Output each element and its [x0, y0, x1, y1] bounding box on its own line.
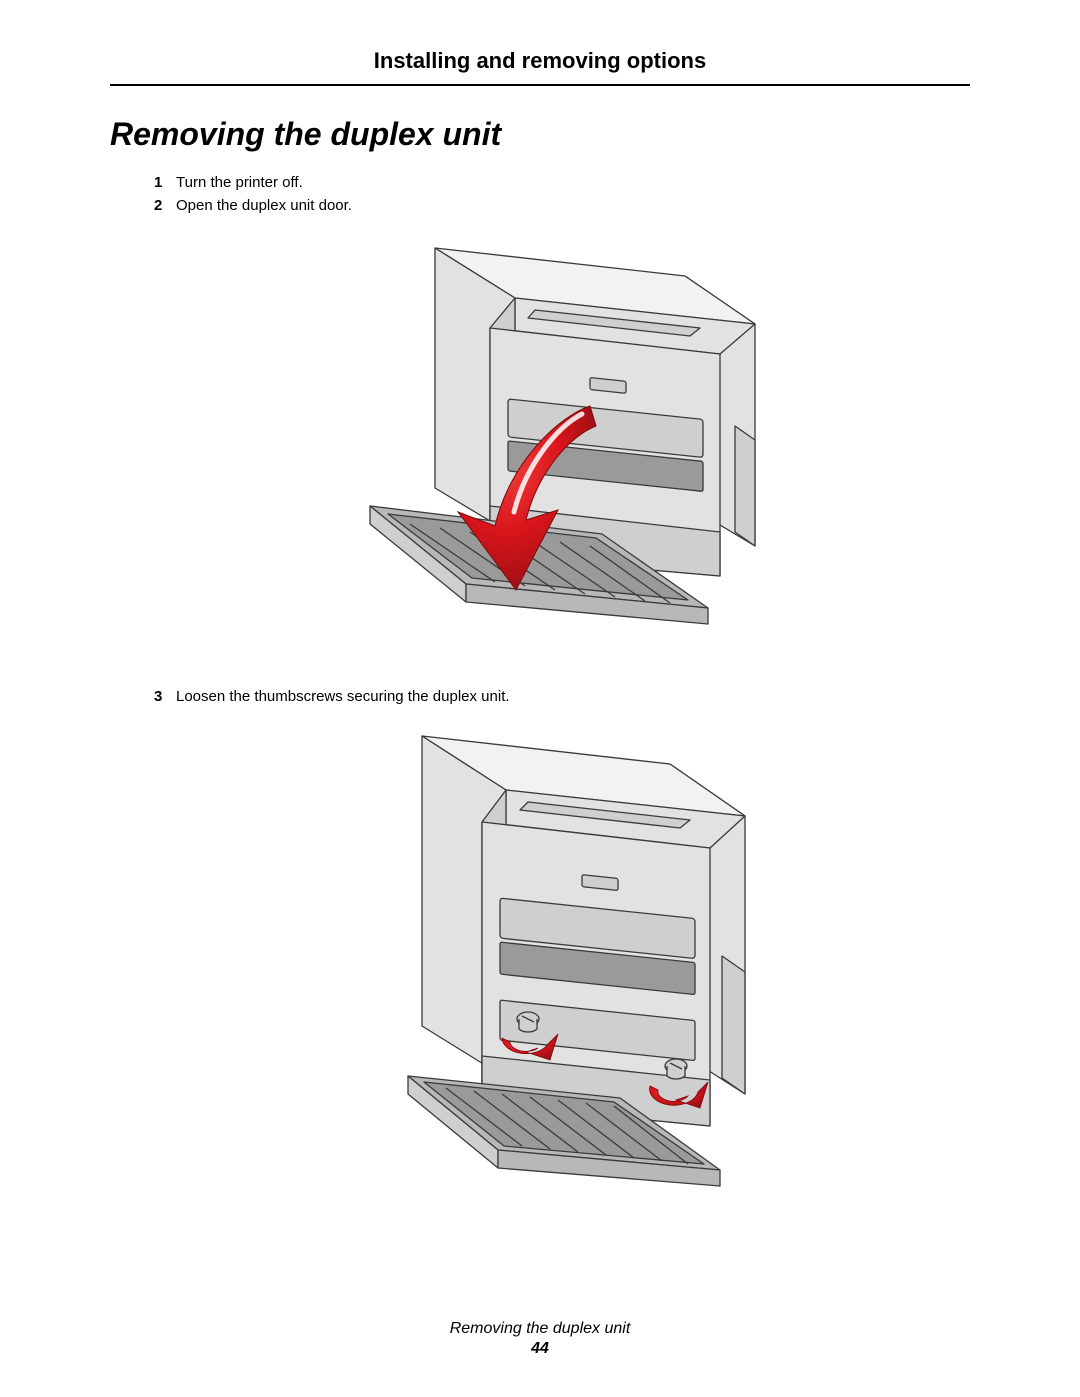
step-list: 1 Turn the printer off. 2 Open the duple… — [154, 171, 970, 218]
figure-thumbscrews — [110, 726, 970, 1231]
step-item: 1 Turn the printer off. — [154, 171, 970, 194]
step-text: Open the duplex unit door. — [176, 194, 352, 217]
step-text: Turn the printer off. — [176, 171, 303, 194]
section-title: Removing the duplex unit — [110, 116, 970, 153]
step-number: 3 — [154, 685, 176, 708]
chapter-header: Installing and removing options — [110, 48, 970, 84]
step-number: 1 — [154, 171, 176, 194]
manual-page: Installing and removing options Removing… — [0, 0, 1080, 1397]
step-number: 2 — [154, 194, 176, 217]
printer-open-door-illustration — [290, 236, 790, 661]
step-text: Loosen the thumbscrews securing the dupl… — [176, 685, 510, 708]
printer-body — [422, 736, 745, 1126]
step-item: 2 Open the duplex unit door. — [154, 194, 970, 217]
chapter-title: Installing and removing options — [374, 48, 706, 73]
page-footer: Removing the duplex unit 44 — [0, 1319, 1080, 1359]
thumbscrew-right — [665, 1059, 687, 1079]
step-item: 3 Loosen the thumbscrews securing the du… — [154, 685, 970, 708]
page-number: 44 — [0, 1339, 1080, 1359]
header-rule — [110, 84, 970, 86]
step-list: 3 Loosen the thumbscrews securing the du… — [154, 685, 970, 708]
footer-caption: Removing the duplex unit — [0, 1319, 1080, 1339]
figure-open-door — [110, 236, 970, 661]
printer-thumbscrews-illustration — [290, 726, 790, 1231]
thumbscrew-left — [517, 1012, 539, 1032]
